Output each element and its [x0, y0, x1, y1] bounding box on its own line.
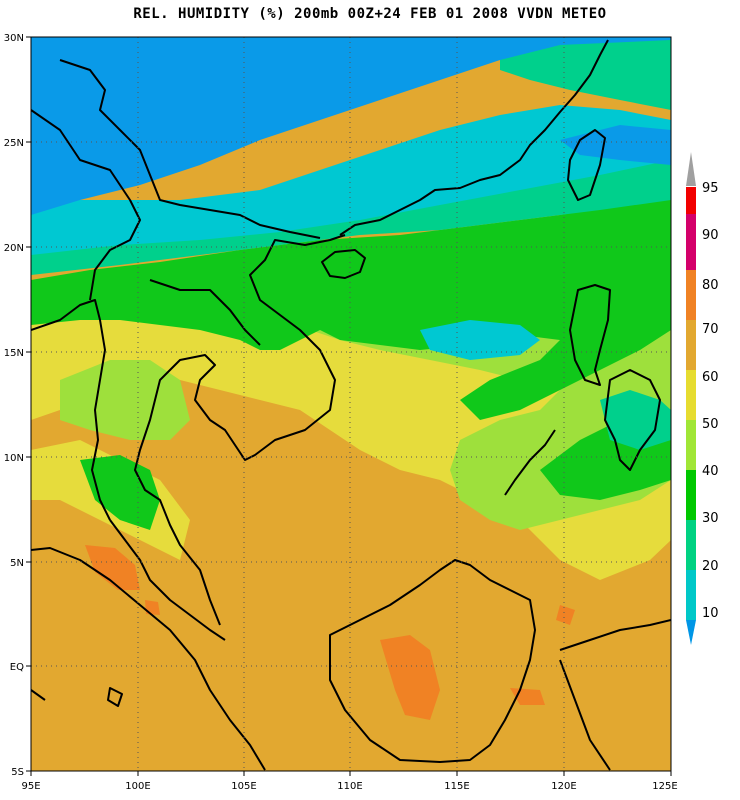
grid — [31, 37, 671, 771]
legend-label: 40 — [702, 464, 719, 479]
legend-swatch-60 — [686, 370, 696, 420]
coast-indochina — [134, 234, 346, 626]
legend-top-arrow — [686, 152, 696, 186]
legend-swatch-95 — [686, 187, 696, 214]
coast-sulawesi — [559, 619, 671, 771]
legend-swatch-80 — [686, 270, 696, 320]
legend-label: 30 — [702, 511, 719, 526]
field-green — [31, 195, 671, 420]
legend-swatch-30 — [686, 520, 696, 570]
lat-label: EQ — [10, 662, 24, 673]
lat-label: 15N — [4, 348, 24, 359]
coast-malay — [109, 519, 226, 641]
coast-taiwan — [567, 129, 606, 201]
legend-swatch-40 — [686, 470, 696, 520]
field-darkorange-1 — [85, 545, 140, 590]
field-darkorange-5 — [145, 600, 160, 615]
legend-label: 20 — [702, 559, 719, 574]
field-darkorange-4 — [556, 605, 575, 625]
legend-swatch-20 — [686, 570, 696, 620]
field-teal-3 — [500, 40, 671, 110]
coast-sumatra — [31, 547, 266, 771]
legend-label: 95 — [702, 181, 719, 196]
lon-label: 120E — [551, 781, 576, 792]
legend-label: 60 — [702, 370, 719, 385]
legend-label: 90 — [702, 228, 719, 243]
lat-label: 5S — [11, 767, 24, 778]
coast-visayas — [604, 369, 661, 471]
legend-bottom-arrow — [686, 620, 696, 645]
field-sky — [31, 37, 671, 215]
lat-axis: 30N 25N 20N 15N 10N 5N EQ 5S — [4, 33, 31, 778]
coast-hainan — [321, 249, 366, 279]
lon-label: 110E — [337, 781, 362, 792]
legend-label: 10 — [702, 606, 719, 621]
field-green-2 — [80, 455, 160, 530]
coastlines — [31, 39, 671, 771]
legend-label: 50 — [702, 417, 719, 432]
lon-label: 115E — [444, 781, 469, 792]
lat-label: 5N — [10, 558, 24, 569]
lon-label: 125E — [652, 781, 677, 792]
coast-borneo — [329, 559, 536, 763]
map-title: REL. HUMIDITY (%) 200mb 00Z+24 FEB 01 20… — [133, 6, 607, 22]
lon-label: 105E — [231, 781, 256, 792]
legend-swatch-50 — [686, 420, 696, 470]
lon-label: 100E — [125, 781, 150, 792]
border-inland-2 — [31, 109, 141, 301]
border-inland-3 — [149, 279, 261, 346]
lat-label: 20N — [4, 243, 24, 254]
map-frame — [30, 36, 672, 772]
legend-label: 70 — [702, 322, 719, 337]
color-legend: 95 90 80 70 60 50 40 30 20 10 — [686, 152, 719, 645]
lat-label: 30N — [4, 33, 24, 44]
legend-label: 80 — [702, 278, 719, 293]
coast-palawan — [504, 429, 556, 496]
legend-swatch-90 — [686, 214, 696, 270]
field-darkorange-2 — [380, 635, 440, 720]
legend-swatch-70 — [686, 320, 696, 370]
border-inland — [59, 59, 321, 239]
coast-luzon — [569, 284, 611, 386]
lat-label: 25N — [4, 138, 24, 149]
coast-myanmar — [31, 299, 111, 521]
field-teal-2 — [600, 390, 671, 450]
coast-china — [339, 39, 609, 236]
lon-label: 95E — [21, 781, 40, 792]
field-cyan-2 — [420, 320, 540, 360]
lat-label: 10N — [4, 453, 24, 464]
coast-java — [31, 687, 123, 707]
lon-axis: 95E 100E 105E 110E 115E 120E 125E — [21, 771, 678, 792]
humidity-fill — [31, 37, 671, 771]
field-lightgreen-2 — [60, 360, 190, 440]
